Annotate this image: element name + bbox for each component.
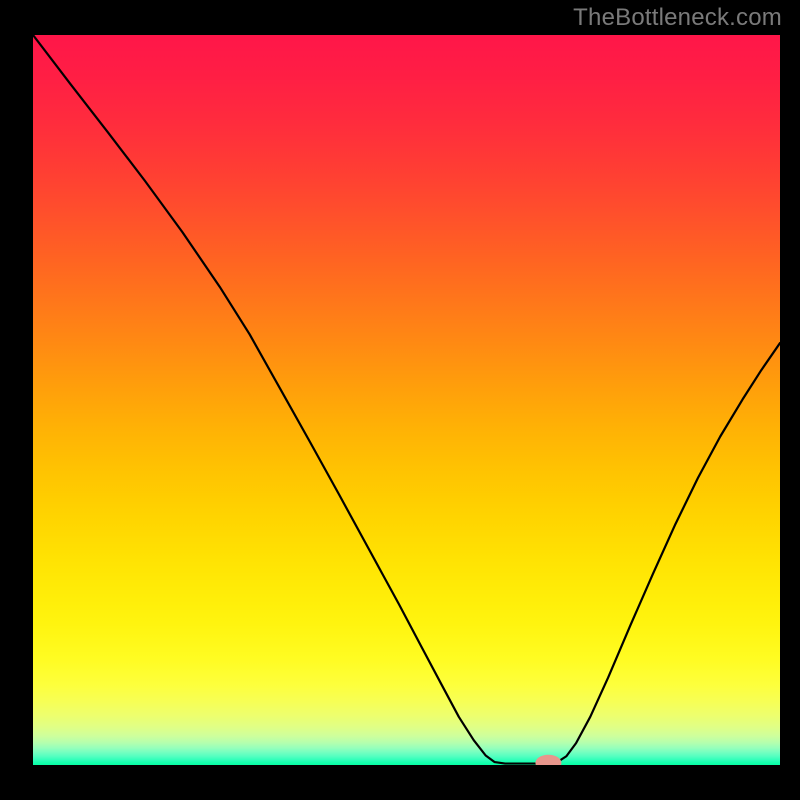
plot-svg: [33, 35, 780, 765]
plot-area: [33, 35, 780, 765]
watermark-text: TheBottleneck.com: [573, 4, 782, 32]
gradient-background: [33, 35, 780, 765]
chart-frame: TheBottleneck.com: [0, 0, 800, 800]
